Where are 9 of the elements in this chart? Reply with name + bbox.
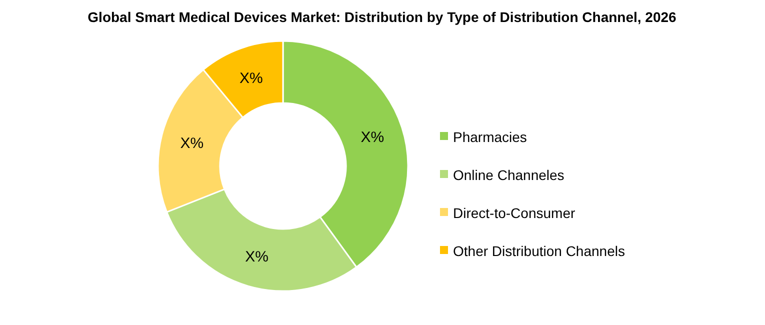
legend-label: Online Channeles [453,166,564,183]
data-label: X% [239,70,263,87]
data-label: X% [360,129,384,146]
data-label: X% [245,248,268,266]
data-label: X% [180,134,204,152]
legend-label: Other Distribution Channels [453,242,625,259]
legend-label: Pharmacies [453,128,527,145]
legend-label: Direct-to-Consumer [453,204,576,221]
chart-title: Global Smart Medical Devices Market: Distribution by Type of Distribution Channel, 2026 [88,9,677,25]
